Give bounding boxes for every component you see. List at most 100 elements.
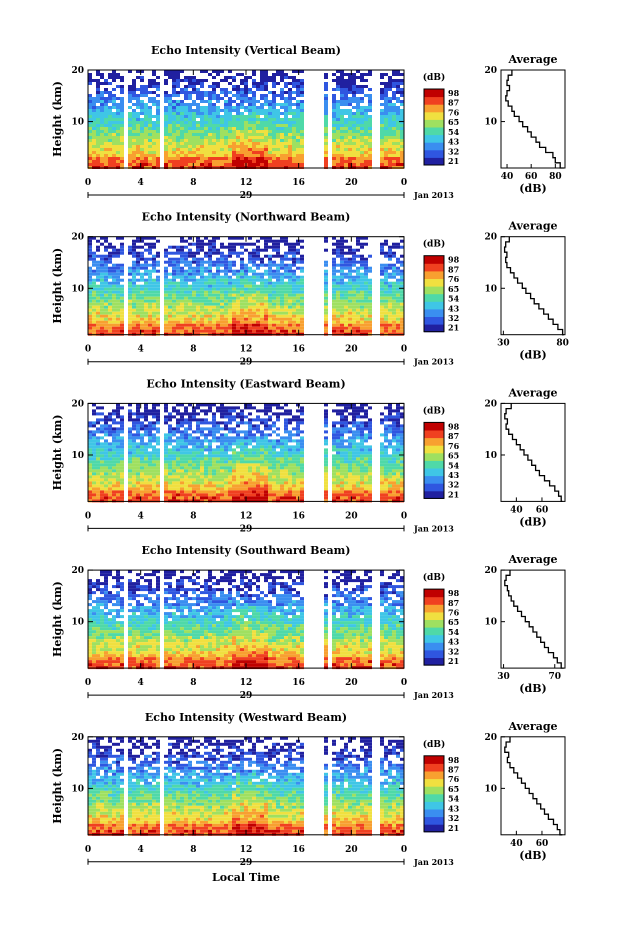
heatmap-cell — [132, 293, 136, 297]
heatmap-cell — [192, 466, 196, 470]
heatmap-cell — [88, 493, 92, 497]
heatmap-cell — [144, 445, 148, 449]
heatmap-cell — [216, 299, 220, 303]
heatmap-cell — [96, 302, 100, 306]
heatmap-cell — [392, 320, 396, 324]
heatmap-cell — [332, 320, 336, 324]
colorbar-swatch — [424, 255, 444, 264]
heatmap-cell — [232, 127, 236, 130]
heatmap-cell — [352, 251, 356, 255]
heatmap-cell — [88, 293, 92, 297]
heatmap-cell — [392, 317, 396, 321]
heatmap-cell — [148, 317, 152, 321]
heatmap-cell — [396, 133, 400, 136]
heatmap-cell — [188, 311, 192, 315]
heatmap-cell — [268, 142, 272, 145]
heatmap-cell — [300, 91, 304, 94]
heatmap-cell — [112, 112, 116, 115]
heatmap-cell — [132, 269, 136, 273]
heatmap-cell — [348, 272, 352, 276]
heatmap-cell — [384, 275, 388, 279]
heatmap-cell — [140, 124, 144, 127]
heatmap-cell — [100, 254, 104, 258]
heatmap-cell — [236, 73, 240, 76]
heatmap-cell — [212, 251, 216, 255]
heatmap-cell — [352, 85, 356, 88]
heatmap-cell — [180, 454, 184, 458]
heatmap-cell — [200, 127, 204, 130]
heatmap-cell — [176, 257, 180, 261]
heatmap-cell — [296, 82, 300, 85]
heatmap-cell — [204, 145, 208, 148]
heatmap-cell — [348, 136, 352, 139]
heatmap-cell — [100, 320, 104, 324]
heatmap-cell — [392, 91, 396, 94]
heatmap-cell — [176, 251, 180, 255]
heatmap-cell — [344, 112, 348, 115]
heatmap-cell — [108, 260, 112, 264]
heatmap-cell — [88, 269, 92, 273]
heatmap-cell — [388, 148, 392, 151]
heatmap-cell — [400, 245, 404, 249]
heatmap-cell — [128, 415, 132, 419]
heatmap-cell — [292, 248, 296, 252]
heatmap-cell — [140, 436, 144, 440]
heatmap-cell — [152, 163, 156, 166]
heatmap-cell — [196, 157, 200, 160]
heatmap-cell — [108, 296, 112, 300]
heatmap-cell — [196, 442, 200, 446]
heatmap-cell — [220, 460, 224, 464]
heatmap-cell — [180, 121, 184, 124]
heatmap-cell — [216, 236, 220, 240]
heatmap-cell — [216, 106, 220, 109]
heatmap-cell — [184, 317, 188, 321]
heatmap-cell — [356, 284, 360, 288]
heatmap-cell — [180, 457, 184, 461]
heatmap-cell — [96, 266, 100, 270]
heatmap-cell — [248, 163, 252, 166]
heatmap-cell — [380, 305, 384, 309]
heatmap-cell — [296, 281, 300, 285]
heatmap-cell — [112, 130, 116, 133]
heatmap-cell — [240, 103, 244, 106]
heatmap-cell — [364, 278, 368, 282]
heatmap-cell — [220, 409, 224, 413]
heatmap-cell — [116, 142, 120, 145]
heatmap-cell — [344, 121, 348, 124]
heatmap-cell — [164, 302, 168, 306]
heatmap-cell — [360, 121, 364, 124]
heatmap-cell — [144, 469, 148, 473]
heatmap-cell — [136, 487, 140, 491]
heatmap-cell — [272, 124, 276, 127]
heatmap-cell — [112, 281, 116, 285]
colorbar-tick-label: 21 — [448, 323, 459, 333]
heatmap-cell — [164, 305, 168, 309]
heatmap-cell — [352, 323, 356, 327]
heatmap-cell — [136, 284, 140, 288]
heatmap-cell — [364, 73, 368, 76]
heatmap-cell — [156, 275, 160, 279]
heatmap-cell — [348, 73, 352, 76]
heatmap-cell — [236, 136, 240, 139]
heatmap-cell — [356, 299, 360, 303]
heatmap-cell — [356, 248, 360, 252]
heatmap-cell — [152, 142, 156, 145]
heatmap-cells — [88, 70, 404, 169]
heatmap-cell — [144, 242, 148, 246]
heatmap-cell — [360, 91, 364, 94]
heatmap-cell — [336, 163, 340, 166]
heatmap-cell — [224, 100, 228, 103]
heatmap-cell — [108, 136, 112, 139]
heatmap-cell — [380, 302, 384, 306]
heatmap-cell — [356, 148, 360, 151]
heatmap-cell — [252, 263, 256, 267]
heatmap-cell — [392, 136, 396, 139]
heatmap-cell — [344, 260, 348, 264]
panel-1: Echo Intensity (Northward Beam)2010Heigh… — [51, 211, 569, 368]
heatmap-cell — [400, 154, 404, 157]
heatmap-cell — [188, 248, 192, 252]
heatmap-cell — [392, 82, 396, 85]
heatmap-cell — [288, 112, 292, 115]
heatmap-cell — [392, 263, 396, 267]
heatmap-cell — [128, 278, 132, 282]
